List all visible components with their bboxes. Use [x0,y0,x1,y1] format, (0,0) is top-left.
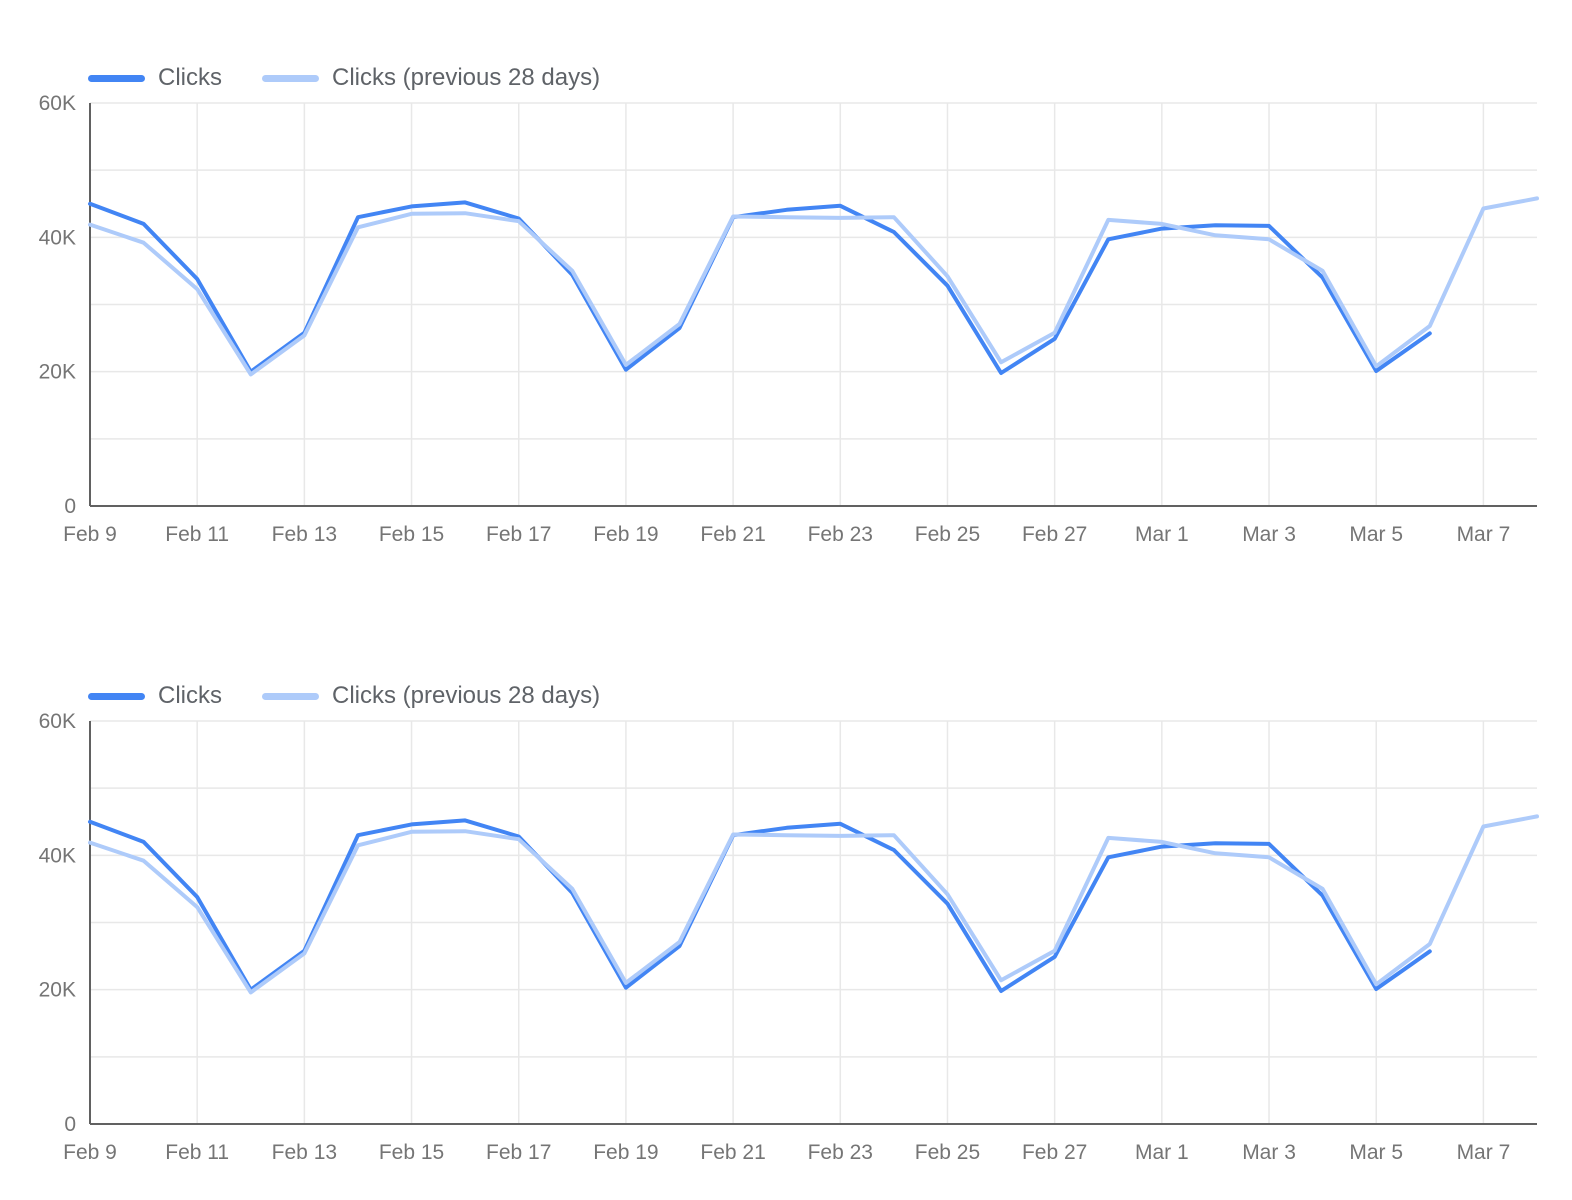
chart-legend: Clicks Clicks (previous 28 days) [0,62,1572,94]
x-tick-label: Feb 17 [486,1141,551,1164]
y-tick-label: 20K [39,979,76,1002]
y-tick-label: 40K [39,226,76,249]
x-tick-label: Mar 1 [1135,1141,1189,1164]
x-tick-label: Feb 27 [1022,523,1087,546]
clicks-chart-top: Clicks Clicks (previous 28 days) Feb 9 Fe… [0,0,1572,560]
clicks-chart-bottom: Clicks Clicks (previous 28 days) Feb 9 Fe… [0,618,1572,1178]
clicks-line-chart-svg: Feb 9 Feb 11 Feb 13 Feb 15 Feb 17 Feb 19 Feb 2… [39,92,1539,546]
x-tick-label: Mar 3 [1242,523,1296,546]
legend-item-clicks: Clicks [88,62,222,94]
clicks-series-swatch [88,692,145,700]
legend-item-clicks: Clicks [88,680,222,712]
series-line-clicks-previous[interactable] [88,814,1539,995]
x-tick-label: Feb 19 [593,523,658,546]
clicks-previous-series-swatch [262,692,319,700]
x-tick-label: Feb 15 [379,523,444,546]
x-tick-label: Feb 9 [63,523,117,546]
legend-item-clicks-previous: Clicks (previous 28 days) [262,62,600,94]
x-tick-label: Feb 17 [486,523,551,546]
series-line-clicks-previous[interactable] [88,196,1539,377]
x-tick-label: Mar 5 [1349,1141,1403,1164]
x-tick-label: Feb 23 [808,523,873,546]
x-tick-label: Feb 25 [915,523,980,546]
y-tick-label: 60K [39,92,76,115]
clicks-line-chart-svg: Feb 9 Feb 11 Feb 13 Feb 15 Feb 17 Feb 19 Feb 2… [39,710,1539,1164]
legend-label-clicks-previous: Clicks (previous 28 days) [332,64,601,91]
x-tick-label: Feb 25 [915,1141,980,1164]
x-tick-label: Feb 19 [593,1141,658,1164]
y-tick-label: 0 [64,495,76,518]
x-tick-label: Feb 21 [700,523,765,546]
y-tick-label: 20K [39,361,76,384]
y-tick-label: 0 [64,1113,76,1136]
x-tick-label: Feb 11 [165,523,229,546]
x-tick-label: Mar 5 [1349,523,1403,546]
x-tick-label: Mar 7 [1457,523,1511,546]
x-tick-label: Feb 15 [379,1141,444,1164]
x-tick-label: Feb 21 [700,1141,765,1164]
y-tick-label: 40K [39,844,76,867]
x-tick-label: Feb 13 [272,523,337,546]
legend-label-clicks-previous: Clicks (previous 28 days) [332,682,601,709]
legend-label-clicks: Clicks [158,64,222,91]
x-tick-label: Feb 9 [63,1141,117,1164]
x-tick-label: Feb 27 [1022,1141,1087,1164]
legend-item-clicks-previous: Clicks (previous 28 days) [262,680,600,712]
x-tick-label: Mar 3 [1242,1141,1296,1164]
chart-legend: Clicks Clicks (previous 28 days) [0,680,1572,712]
x-tick-label: Feb 11 [165,1141,229,1164]
x-tick-label: Mar 1 [1135,523,1189,546]
x-tick-label: Mar 7 [1457,1141,1511,1164]
clicks-series-swatch [88,74,145,82]
clicks-previous-series-swatch [262,74,319,82]
x-tick-label: Feb 23 [808,1141,873,1164]
y-tick-label: 60K [39,710,76,733]
x-tick-label: Feb 13 [272,1141,337,1164]
legend-label-clicks: Clicks [158,682,222,709]
